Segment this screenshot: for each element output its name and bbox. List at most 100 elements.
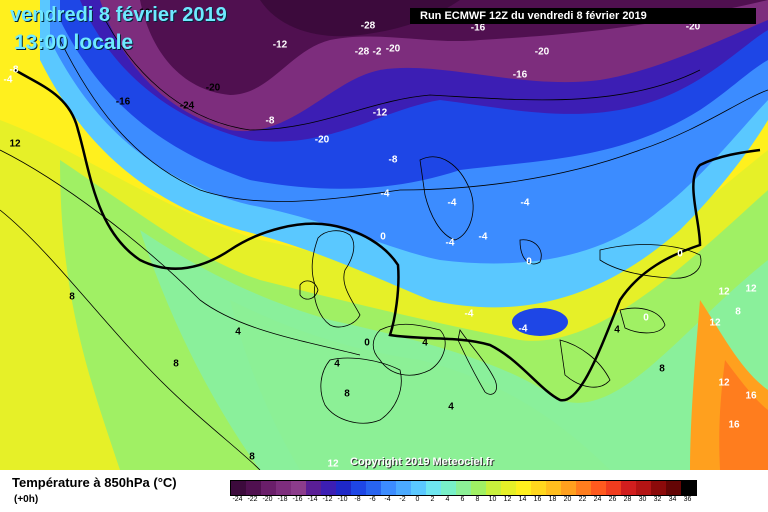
coast-turkey <box>619 307 666 334</box>
isotherm-label: 8 <box>344 388 350 400</box>
isotherm-label: -4 <box>464 308 474 320</box>
scale-tick-label: 8 <box>475 496 480 503</box>
isotherm-label: 4 <box>422 337 428 349</box>
isotherm-label: 12 <box>9 138 21 150</box>
scale-tick-label: 20 <box>563 496 572 503</box>
scale-tick-label: 26 <box>608 496 617 503</box>
isotherm-label: 12 <box>327 458 339 470</box>
isotherm-label: 12 <box>709 317 721 329</box>
color-swatch <box>546 481 561 495</box>
color-swatch <box>336 481 351 495</box>
isotherm-label: -28 <box>354 46 370 58</box>
color-swatch <box>651 481 666 495</box>
isotherm-label: 8 <box>659 363 665 375</box>
isotherm-zero <box>14 68 761 402</box>
scale-tick-label: -24 <box>232 496 243 503</box>
isotherm-label: 0 <box>677 248 683 260</box>
isotherm-label: 0 <box>643 312 649 324</box>
color-swatch <box>321 481 336 495</box>
isotherm-label: -20 <box>385 43 401 55</box>
coast-italy <box>457 328 497 395</box>
coast-greece <box>559 339 611 388</box>
scale-tick-label: 36 <box>683 496 692 503</box>
scale-tick-label: -8 <box>354 496 361 503</box>
isotherm-label: 8 <box>69 291 75 303</box>
color-swatch <box>486 481 501 495</box>
isotherm-8 <box>0 149 361 356</box>
color-swatch <box>351 481 366 495</box>
color-swatch <box>636 481 651 495</box>
isotherm-label: -4 <box>478 231 488 243</box>
color-swatch <box>231 481 246 495</box>
coast-france <box>372 323 446 376</box>
color-swatch <box>306 481 321 495</box>
color-swatch <box>516 481 531 495</box>
isotherm-label: -2 <box>372 46 382 58</box>
scale-tick-label: 22 <box>578 496 587 503</box>
coast-britain <box>311 230 361 328</box>
coast-black-sea <box>599 244 702 279</box>
isotherm-lines <box>0 9 768 470</box>
isotherm-label: 12 <box>718 377 730 389</box>
isotherm-minus16 <box>99 9 701 131</box>
color-swatch <box>246 481 261 495</box>
color-swatch <box>441 481 456 495</box>
isotherm-label: 16 <box>728 419 740 431</box>
scale-tick-label: -12 <box>322 496 333 503</box>
scale-tick-label: 18 <box>548 496 557 503</box>
copyright-notice: Copyright 2019 Meteociel.fr <box>350 456 494 468</box>
isotherm-label: -8 <box>265 115 275 127</box>
isotherm-label: -12 <box>372 107 388 119</box>
isotherm-label: 8 <box>249 451 255 463</box>
scale-tick-label: 32 <box>653 496 662 503</box>
scale-tick-label: 4 <box>445 496 450 503</box>
model-run-info: Run ECMWF 12Z du vendredi 8 février 2019 <box>410 8 756 24</box>
scale-tick-label: 14 <box>518 496 527 503</box>
scale-tick-label: 30 <box>638 496 647 503</box>
isotherm-label: -4 <box>447 197 457 209</box>
coastlines <box>299 156 702 424</box>
color-swatch <box>411 481 426 495</box>
isotherm-label: -4 <box>520 197 530 209</box>
color-scale <box>230 480 697 496</box>
scale-tick-label: 6 <box>460 496 465 503</box>
color-swatch <box>531 481 546 495</box>
isotherm-label: 12 <box>745 283 757 295</box>
isotherm-label: -4 <box>518 323 528 335</box>
isotherm-label: -28 <box>360 20 376 32</box>
scale-tick-label: 28 <box>623 496 632 503</box>
color-swatch <box>666 481 681 495</box>
isotherm-label: -20 <box>314 134 330 146</box>
isotherm-12 <box>0 209 261 470</box>
coast-iberia <box>320 357 402 424</box>
scale-tick-label: -6 <box>369 496 376 503</box>
isotherm-label: 8 <box>173 358 179 370</box>
scale-tick-label: 34 <box>668 496 677 503</box>
isotherm-label: 12 <box>718 286 730 298</box>
scale-tick-label: 10 <box>488 496 497 503</box>
color-swatch <box>576 481 591 495</box>
isotherm-label: -16 <box>470 22 486 34</box>
isotherm-label: -24 <box>179 100 195 112</box>
isotherm-label: 0 <box>526 256 532 268</box>
forecast-date: vendredi 8 février 2019 <box>10 4 227 26</box>
temperature-map: -16 -28 -12 -28 -2 -20 -16 -20 -20 -16 -8 -4 -16 -20-… <box>0 0 768 470</box>
forecast-time: 13:00 locale <box>14 31 134 54</box>
lead-time: (+0h) <box>14 494 39 505</box>
isotherm-label: 16 <box>745 390 757 402</box>
isotherm-label: 4 <box>614 324 620 336</box>
isotherm-label: -12 <box>272 39 288 51</box>
isotherm-label: -4 <box>3 74 13 86</box>
color-swatch <box>561 481 576 495</box>
isotherm-label: 8 <box>735 306 741 318</box>
isotherm-label: -20 <box>534 46 550 58</box>
isotherm-label: -20 <box>685 21 701 33</box>
scale-tick-label: -16 <box>292 496 303 503</box>
isotherm-minus8 <box>59 39 768 202</box>
isotherm-label: -8 <box>9 64 19 76</box>
coast-ireland <box>299 280 319 300</box>
isotherm-label: -4 <box>380 188 390 200</box>
scale-tick-label: -14 <box>307 496 318 503</box>
isotherm-label: 0 <box>380 231 386 243</box>
